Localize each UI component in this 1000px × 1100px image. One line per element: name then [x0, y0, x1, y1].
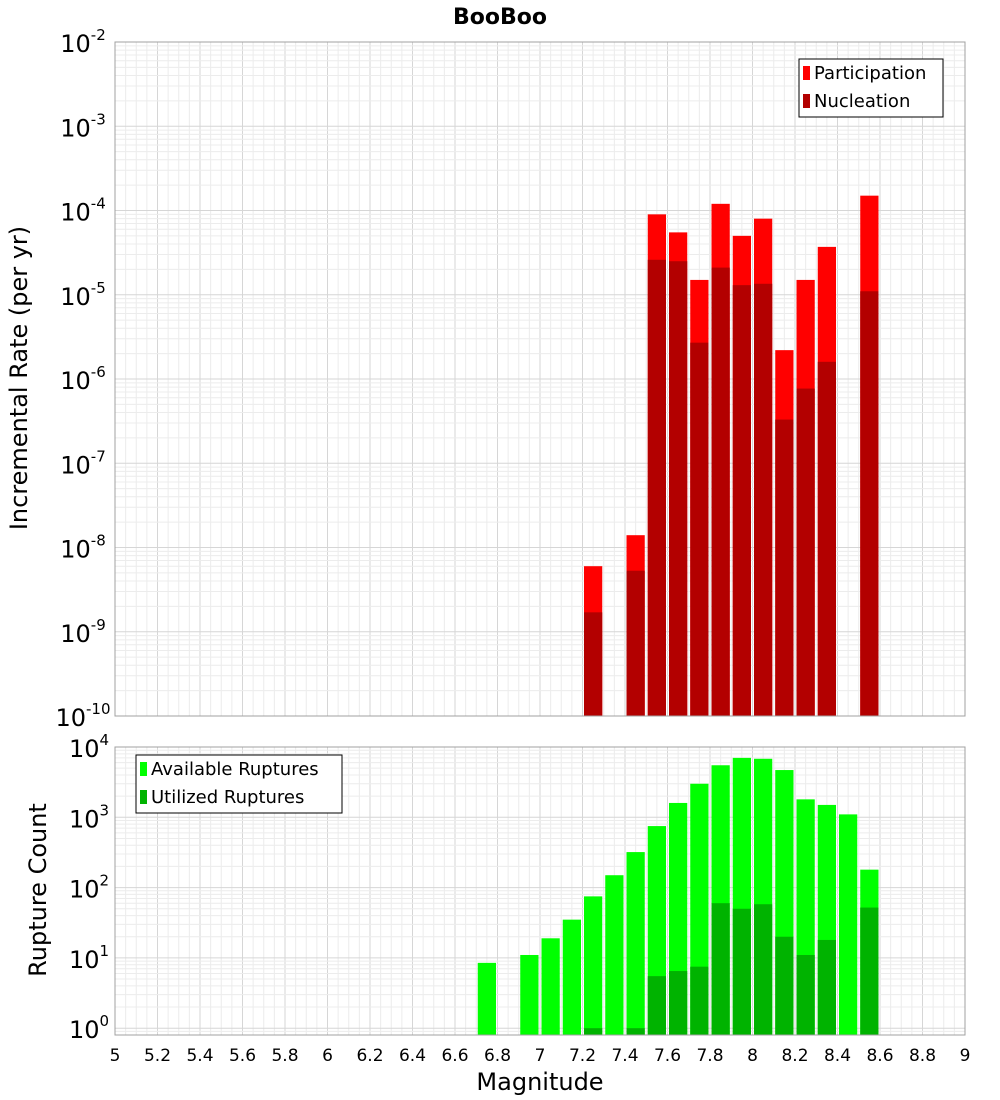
- bottom-panel: 100 101 102 103 104 5 5.2 5.4 5.6 5.8 6 6.2 6.4 6.6 6.…: [69, 731, 970, 1066]
- legend-box: [135, 754, 343, 814]
- y-tick-label: 101: [69, 942, 109, 974]
- bar-available-ruptures: [605, 875, 624, 1035]
- x-tick-label: 6: [322, 1046, 333, 1066]
- bar-utilized-ruptures: [711, 903, 730, 1035]
- bar-utilized-ruptures: [732, 908, 751, 1035]
- bar-available-ruptures: [477, 962, 496, 1035]
- bar-available-ruptures: [541, 938, 560, 1035]
- y-tick-label: 10-3: [60, 110, 106, 142]
- x-tick-label: 8: [747, 1046, 758, 1066]
- bar-utilized-ruptures: [584, 1028, 603, 1035]
- y-tick-label: 10-6: [60, 363, 106, 395]
- bar-nucleation: [754, 283, 773, 716]
- bar-nucleation: [626, 570, 645, 716]
- bar-nucleation: [584, 612, 603, 716]
- bar-utilized-ruptures: [775, 936, 794, 1035]
- x-tick-label: 8.4: [824, 1046, 851, 1066]
- bar-utilized-ruptures: [626, 1028, 645, 1035]
- x-tick-label: 5.2: [144, 1046, 171, 1066]
- y-tick-label: 102: [69, 872, 109, 904]
- x-tick-label: 8.2: [781, 1046, 808, 1066]
- legend-entry: Participation: [814, 63, 926, 84]
- bar-nucleation: [669, 261, 688, 716]
- y-tick-label: 10-4: [60, 195, 106, 227]
- bar-available-ruptures: [839, 814, 858, 1035]
- legend-swatch: [140, 790, 147, 804]
- x-tick-label: 6.2: [356, 1046, 383, 1066]
- bar-utilized-ruptures: [690, 966, 709, 1035]
- bar-utilized-ruptures: [860, 907, 879, 1035]
- legend-swatch: [803, 94, 810, 108]
- x-tick-label: 6.8: [484, 1046, 511, 1066]
- x-tick-label: 5.8: [271, 1046, 298, 1066]
- y-tick-label: 10-7: [60, 447, 106, 479]
- bar-nucleation: [647, 259, 666, 716]
- bar-nucleation: [860, 291, 879, 716]
- bar-available-ruptures: [626, 852, 645, 1035]
- legend-box: [798, 58, 944, 118]
- bar-utilized-ruptures: [796, 954, 815, 1035]
- bar-available-ruptures: [562, 919, 581, 1035]
- x-tick-label: 7.4: [611, 1046, 638, 1066]
- x-tick-label: 9: [960, 1046, 971, 1066]
- x-tick-label: 7.2: [569, 1046, 596, 1066]
- plot-frame: [114, 41, 966, 717]
- bar-available-ruptures: [584, 896, 603, 1035]
- top-panel: 10-10 10-9 10-8 10-7 10-6 10-5 10-4 10-3 10-2 Par…: [55, 26, 966, 732]
- x-tick-label: 5.6: [229, 1046, 256, 1066]
- legend-entry: Nucleation: [814, 91, 910, 112]
- x-tick-label: 7.8: [696, 1046, 723, 1066]
- x-tick-label: 8.6: [866, 1046, 893, 1066]
- top-y-axis-label: Incremental Rate (per yr): [5, 226, 33, 530]
- y-tick-label: 10-9: [60, 616, 106, 648]
- x-tick-label: 7.6: [654, 1046, 681, 1066]
- y-tick-label: 10-2: [60, 26, 106, 58]
- x-tick-label: 7: [535, 1046, 546, 1066]
- y-tick-label: 10-8: [60, 532, 106, 564]
- y-tick-label: 103: [69, 801, 109, 833]
- x-tick-label: 5.4: [186, 1046, 213, 1066]
- legend-swatch: [803, 66, 810, 80]
- bottom-y-axis-label: Rupture Count: [24, 803, 52, 977]
- bar-available-ruptures: [520, 954, 539, 1035]
- y-tick-label: 10-10: [55, 700, 110, 732]
- bar-utilized-ruptures: [669, 971, 688, 1035]
- x-tick-label: 5: [110, 1046, 121, 1066]
- legend-entry: Available Ruptures: [151, 759, 319, 780]
- bar-nucleation: [690, 342, 709, 716]
- bar-nucleation: [817, 361, 836, 716]
- x-tick-label: 8.8: [909, 1046, 936, 1066]
- legend-entry: Utilized Ruptures: [151, 787, 304, 808]
- bar-nucleation: [775, 419, 794, 716]
- plot-frame: [114, 746, 966, 1036]
- y-tick-label: 100: [69, 1012, 109, 1044]
- x-axis-label: Magnitude: [476, 1068, 603, 1096]
- bar-nucleation: [732, 285, 751, 716]
- x-tick-label: 6.6: [441, 1046, 468, 1066]
- bar-utilized-ruptures: [647, 976, 666, 1035]
- chart-title: BooBoo: [453, 5, 547, 30]
- y-tick-label: 10-5: [60, 279, 106, 311]
- x-tick-label: 6.4: [399, 1046, 426, 1066]
- bar-utilized-ruptures: [817, 939, 836, 1035]
- y-tick-label: 104: [69, 731, 109, 763]
- bar-nucleation: [711, 267, 730, 716]
- bar-utilized-ruptures: [754, 904, 773, 1035]
- bar-nucleation: [796, 388, 815, 716]
- legend-swatch: [140, 762, 147, 776]
